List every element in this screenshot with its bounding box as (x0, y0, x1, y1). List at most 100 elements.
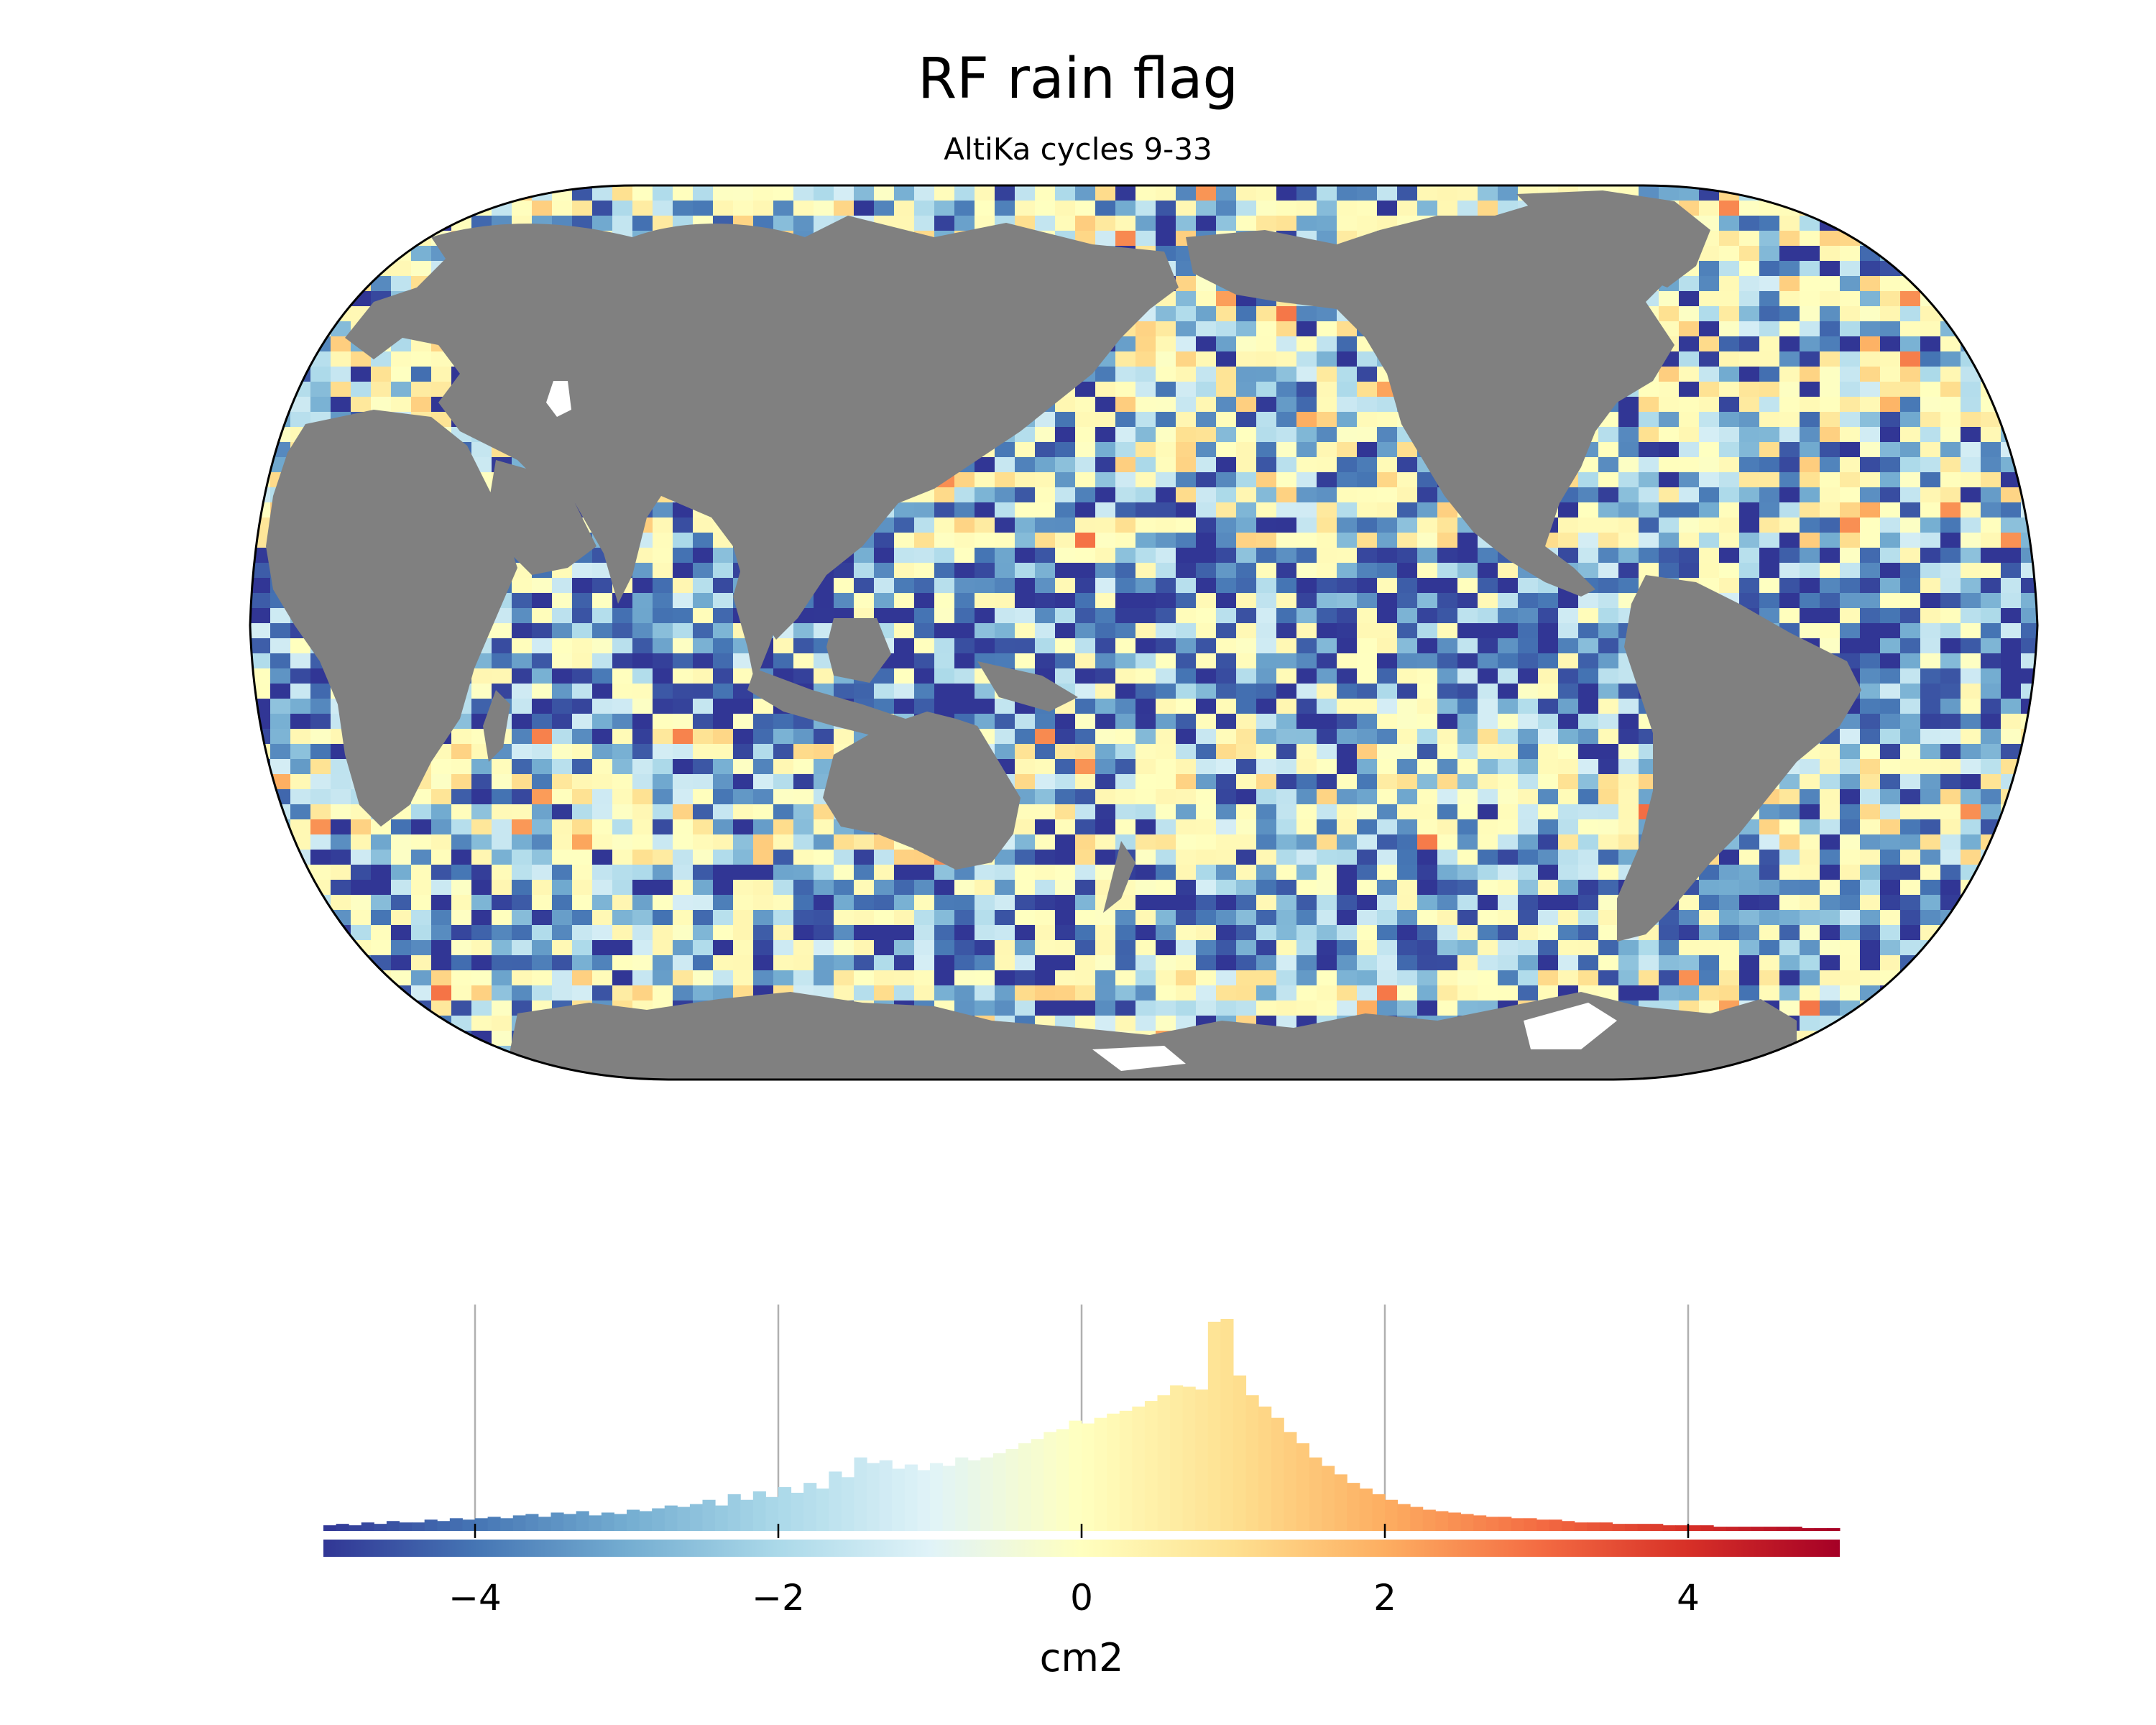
grid-cell (874, 593, 894, 608)
grid-cell (290, 397, 310, 412)
grid-cell (2021, 804, 2037, 819)
grid-cell (310, 321, 331, 336)
grid-cell (310, 291, 331, 306)
grid-cell (1538, 804, 1558, 819)
grid-cell (733, 834, 753, 850)
grid-cell (552, 774, 572, 789)
grid-cell (1075, 427, 1095, 442)
grid-cell (1377, 487, 1397, 502)
grid-cell (773, 850, 793, 865)
grid-cell (512, 578, 532, 593)
grid-cell (1961, 216, 1981, 231)
grid-cell (270, 231, 290, 246)
grid-cell (1075, 412, 1095, 427)
grid-cell (1759, 412, 1779, 427)
grid-cell (250, 925, 270, 940)
grid-cell (894, 623, 914, 638)
grid-cell (1176, 487, 1196, 502)
grid-cell (1156, 201, 1176, 216)
grid-cell (1699, 895, 1719, 910)
grid-cell (1478, 834, 1498, 850)
grid-cell (451, 940, 471, 955)
grid-cell (1156, 216, 1176, 231)
grid-cell (2001, 246, 2021, 261)
grid-cell (1900, 397, 1920, 412)
grid-cell (1779, 563, 1800, 578)
grid-cell (995, 940, 1015, 955)
grid-cell (1961, 548, 1981, 563)
grid-cell (1679, 397, 1699, 412)
grid-cell (1679, 985, 1699, 1000)
grid-cell (270, 668, 290, 684)
grid-cell (1015, 593, 1035, 608)
grid-cell (1558, 970, 1578, 985)
grid-cell (713, 548, 733, 563)
grid-cell (1357, 940, 1377, 955)
grid-cell (934, 593, 954, 608)
grid-cell (1357, 201, 1377, 216)
grid-cell (471, 684, 492, 699)
grid-cell (492, 955, 512, 970)
grid-cell (1840, 834, 1860, 850)
grid-cell (773, 940, 793, 955)
grid-cell (1135, 487, 1156, 502)
grid-cell (954, 623, 975, 638)
grid-cell (1216, 774, 1236, 789)
grid-cell (1296, 699, 1317, 714)
grid-cell (1317, 955, 1337, 970)
grid-cell (431, 865, 451, 880)
grid-cell (310, 201, 331, 216)
grid-cell (1236, 1000, 1256, 1016)
grid-cell (1075, 895, 1095, 910)
grid-cell (492, 668, 512, 684)
grid-cell (612, 729, 632, 744)
grid-cell (1498, 834, 1518, 850)
grid-cell (1035, 563, 1055, 578)
grid-cell (552, 759, 572, 774)
grid-cell (1558, 834, 1578, 850)
grid-cell (1457, 185, 1478, 201)
grid-cell (2001, 261, 2021, 276)
grid-cell (753, 880, 773, 895)
grid-cell (995, 623, 1015, 638)
grid-cell (1779, 291, 1800, 306)
grid-cell (250, 1031, 270, 1046)
grid-cell (1900, 865, 1920, 880)
grid-cell (854, 834, 874, 850)
grid-cell (1739, 427, 1759, 442)
grid-cell (1357, 684, 1377, 699)
grid-cell (1176, 593, 1196, 608)
grid-cell (391, 216, 411, 231)
grid-cell (1296, 457, 1317, 472)
grid-cell (1558, 684, 1578, 699)
grid-cell (1719, 397, 1739, 412)
grid-cell (914, 865, 934, 880)
grid-cell (1940, 925, 1961, 940)
grid-cell (1920, 789, 1940, 804)
grid-cell (1216, 623, 1236, 638)
grid-cell (733, 714, 753, 729)
grid-cell (1719, 261, 1739, 276)
grid-cell (1417, 548, 1437, 563)
grid-cell (1437, 759, 1457, 774)
grid-cell (1337, 834, 1357, 850)
grid-cell (592, 608, 612, 623)
grid-cell (1075, 563, 1095, 578)
grid-cell (1276, 578, 1296, 593)
grid-cell (2021, 593, 2037, 608)
grid-cell (1055, 412, 1075, 427)
grid-cell (1337, 729, 1357, 744)
grid-cell (512, 593, 532, 608)
grid-cell (1337, 351, 1357, 367)
grid-cell (250, 955, 270, 970)
grid-cell (1800, 382, 1820, 397)
grid-cell (1820, 306, 1840, 321)
grid-cell (1860, 261, 1880, 276)
grid-cell (1719, 276, 1739, 291)
grid-cell (1940, 1000, 1961, 1016)
grid-cell (1739, 412, 1759, 427)
grid-cell (1397, 201, 1417, 216)
grid-cell (1457, 910, 1478, 925)
grid-cell (1618, 789, 1639, 804)
